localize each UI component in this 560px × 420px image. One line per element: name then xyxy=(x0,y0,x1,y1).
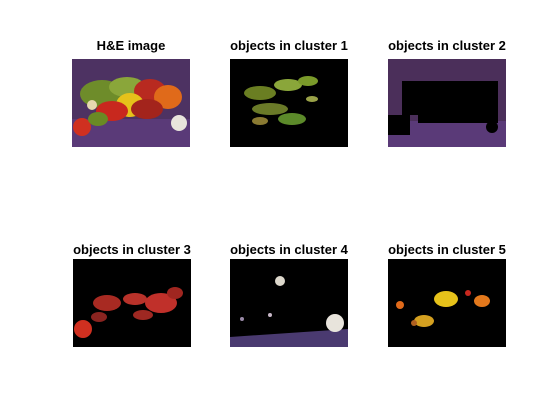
image-he xyxy=(72,59,190,147)
image-cluster-3 xyxy=(73,259,191,347)
panel-title-cluster-3: objects in cluster 3 xyxy=(73,242,191,257)
image-cluster-4 xyxy=(230,259,348,347)
panel-title-cluster-2: objects in cluster 2 xyxy=(388,38,506,53)
panel-title-cluster-4: objects in cluster 4 xyxy=(230,242,348,257)
panel-title-cluster-1: objects in cluster 1 xyxy=(230,38,348,53)
image-cluster-2 xyxy=(388,59,506,147)
image-cluster-1 xyxy=(230,59,348,147)
panel-title-cluster-5: objects in cluster 5 xyxy=(388,242,506,257)
panel-title-he: H&E image xyxy=(96,38,166,53)
image-cluster-5 xyxy=(388,259,506,347)
